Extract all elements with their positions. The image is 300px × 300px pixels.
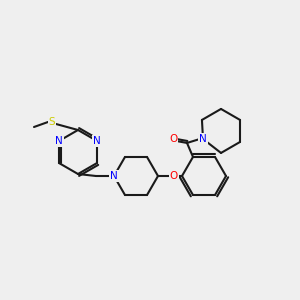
Text: N: N [55, 136, 63, 146]
Text: N: N [199, 134, 207, 144]
Text: O: O [170, 171, 178, 181]
Text: N: N [110, 171, 118, 181]
Text: O: O [169, 134, 177, 144]
Text: N: N [93, 136, 101, 146]
Text: S: S [49, 117, 55, 127]
